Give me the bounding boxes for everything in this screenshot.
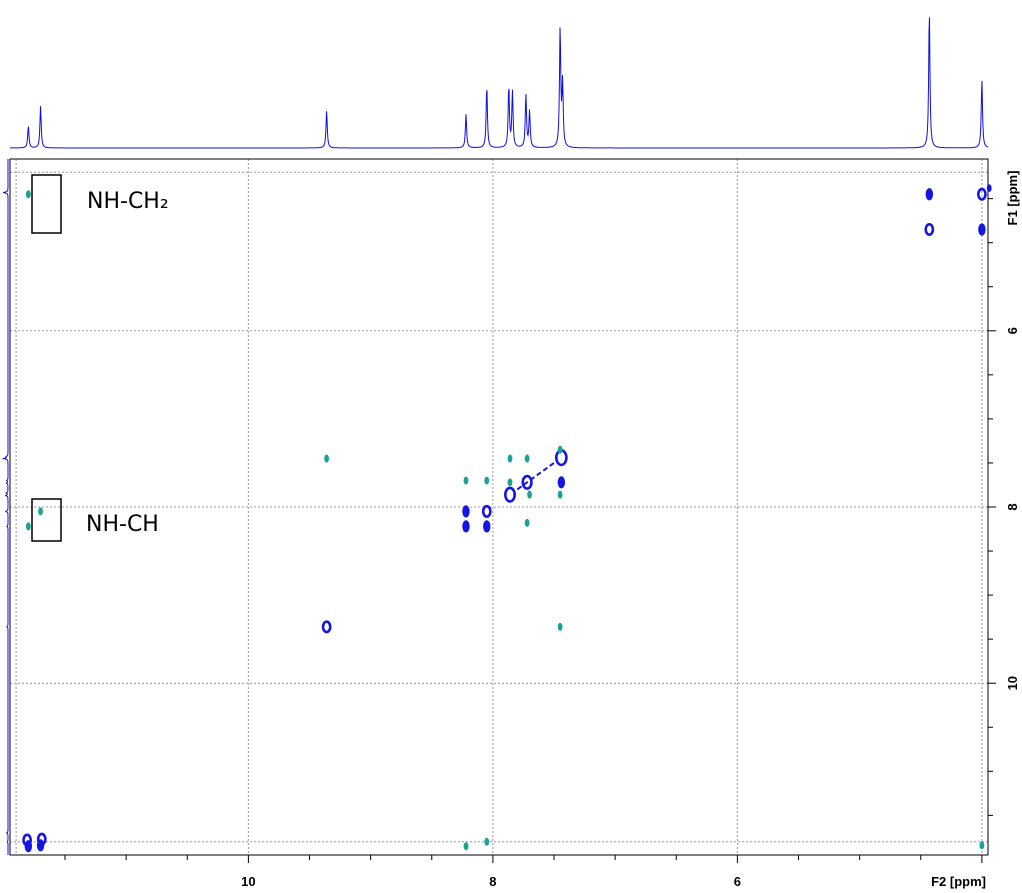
negative-peak	[557, 490, 563, 499]
contour-peaks	[22, 184, 992, 853]
negative-peak	[557, 622, 563, 631]
negative-peak	[557, 445, 563, 454]
left-projection-trace	[1, 159, 9, 855]
x-tick-label: 8	[489, 874, 496, 889]
negative-peak	[979, 841, 985, 850]
negative-peak	[507, 478, 513, 487]
positive-peak	[483, 520, 491, 533]
y-tick-label: 6	[1005, 327, 1020, 334]
positive-peak	[462, 520, 470, 533]
y-axis: 6 8 10	[988, 198, 1020, 816]
negative-peak	[527, 490, 532, 499]
negative-peak	[463, 842, 469, 851]
y-tick-label: 8	[1005, 503, 1020, 510]
top-projection-spectrum	[10, 17, 989, 149]
negative-peak	[524, 518, 530, 527]
negative-peak	[25, 190, 31, 199]
positive-peak	[36, 832, 47, 846]
positive-peak	[504, 486, 516, 503]
positive-peak	[976, 187, 987, 201]
negative-peak	[484, 837, 490, 846]
annotation-label-nh-ch: NH-CH	[86, 512, 159, 537]
x-axis-title: F2 [ppm]	[931, 874, 986, 889]
negative-peak	[507, 454, 513, 463]
negative-peak	[38, 507, 43, 516]
positive-peak	[925, 188, 934, 201]
positive-peak	[978, 223, 986, 236]
x-tick-label: 10	[241, 874, 255, 889]
annotation-box-nh-ch2	[31, 174, 62, 234]
annotation-box-nh-ch	[31, 498, 62, 542]
y-tick-label: 10	[1005, 676, 1020, 690]
negative-peak	[25, 522, 31, 531]
y-axis-title: F1 [ppm]	[1005, 171, 1020, 226]
positive-peak	[986, 184, 992, 192]
x-tick-label: 6	[734, 874, 741, 889]
negative-peak	[324, 454, 330, 463]
top-projection-trace	[10, 17, 989, 149]
positive-peak	[557, 476, 566, 489]
grid-lines	[10, 159, 988, 855]
positive-peak	[481, 504, 492, 518]
annotation-label-nh-ch2: NH-CH₂	[87, 189, 169, 214]
negative-peak	[484, 476, 490, 485]
positive-peak	[521, 474, 533, 490]
annotations: NH-CH₂ NH-CH	[31, 174, 169, 542]
positive-peak	[924, 222, 935, 236]
negative-peak	[524, 454, 530, 463]
positive-peak	[22, 833, 33, 847]
x-axis: 10 8 6	[64, 855, 983, 889]
positive-peak	[462, 505, 470, 518]
left-projection-spectrum	[1, 159, 9, 855]
negative-peak	[463, 476, 469, 485]
positive-peak	[321, 620, 332, 634]
